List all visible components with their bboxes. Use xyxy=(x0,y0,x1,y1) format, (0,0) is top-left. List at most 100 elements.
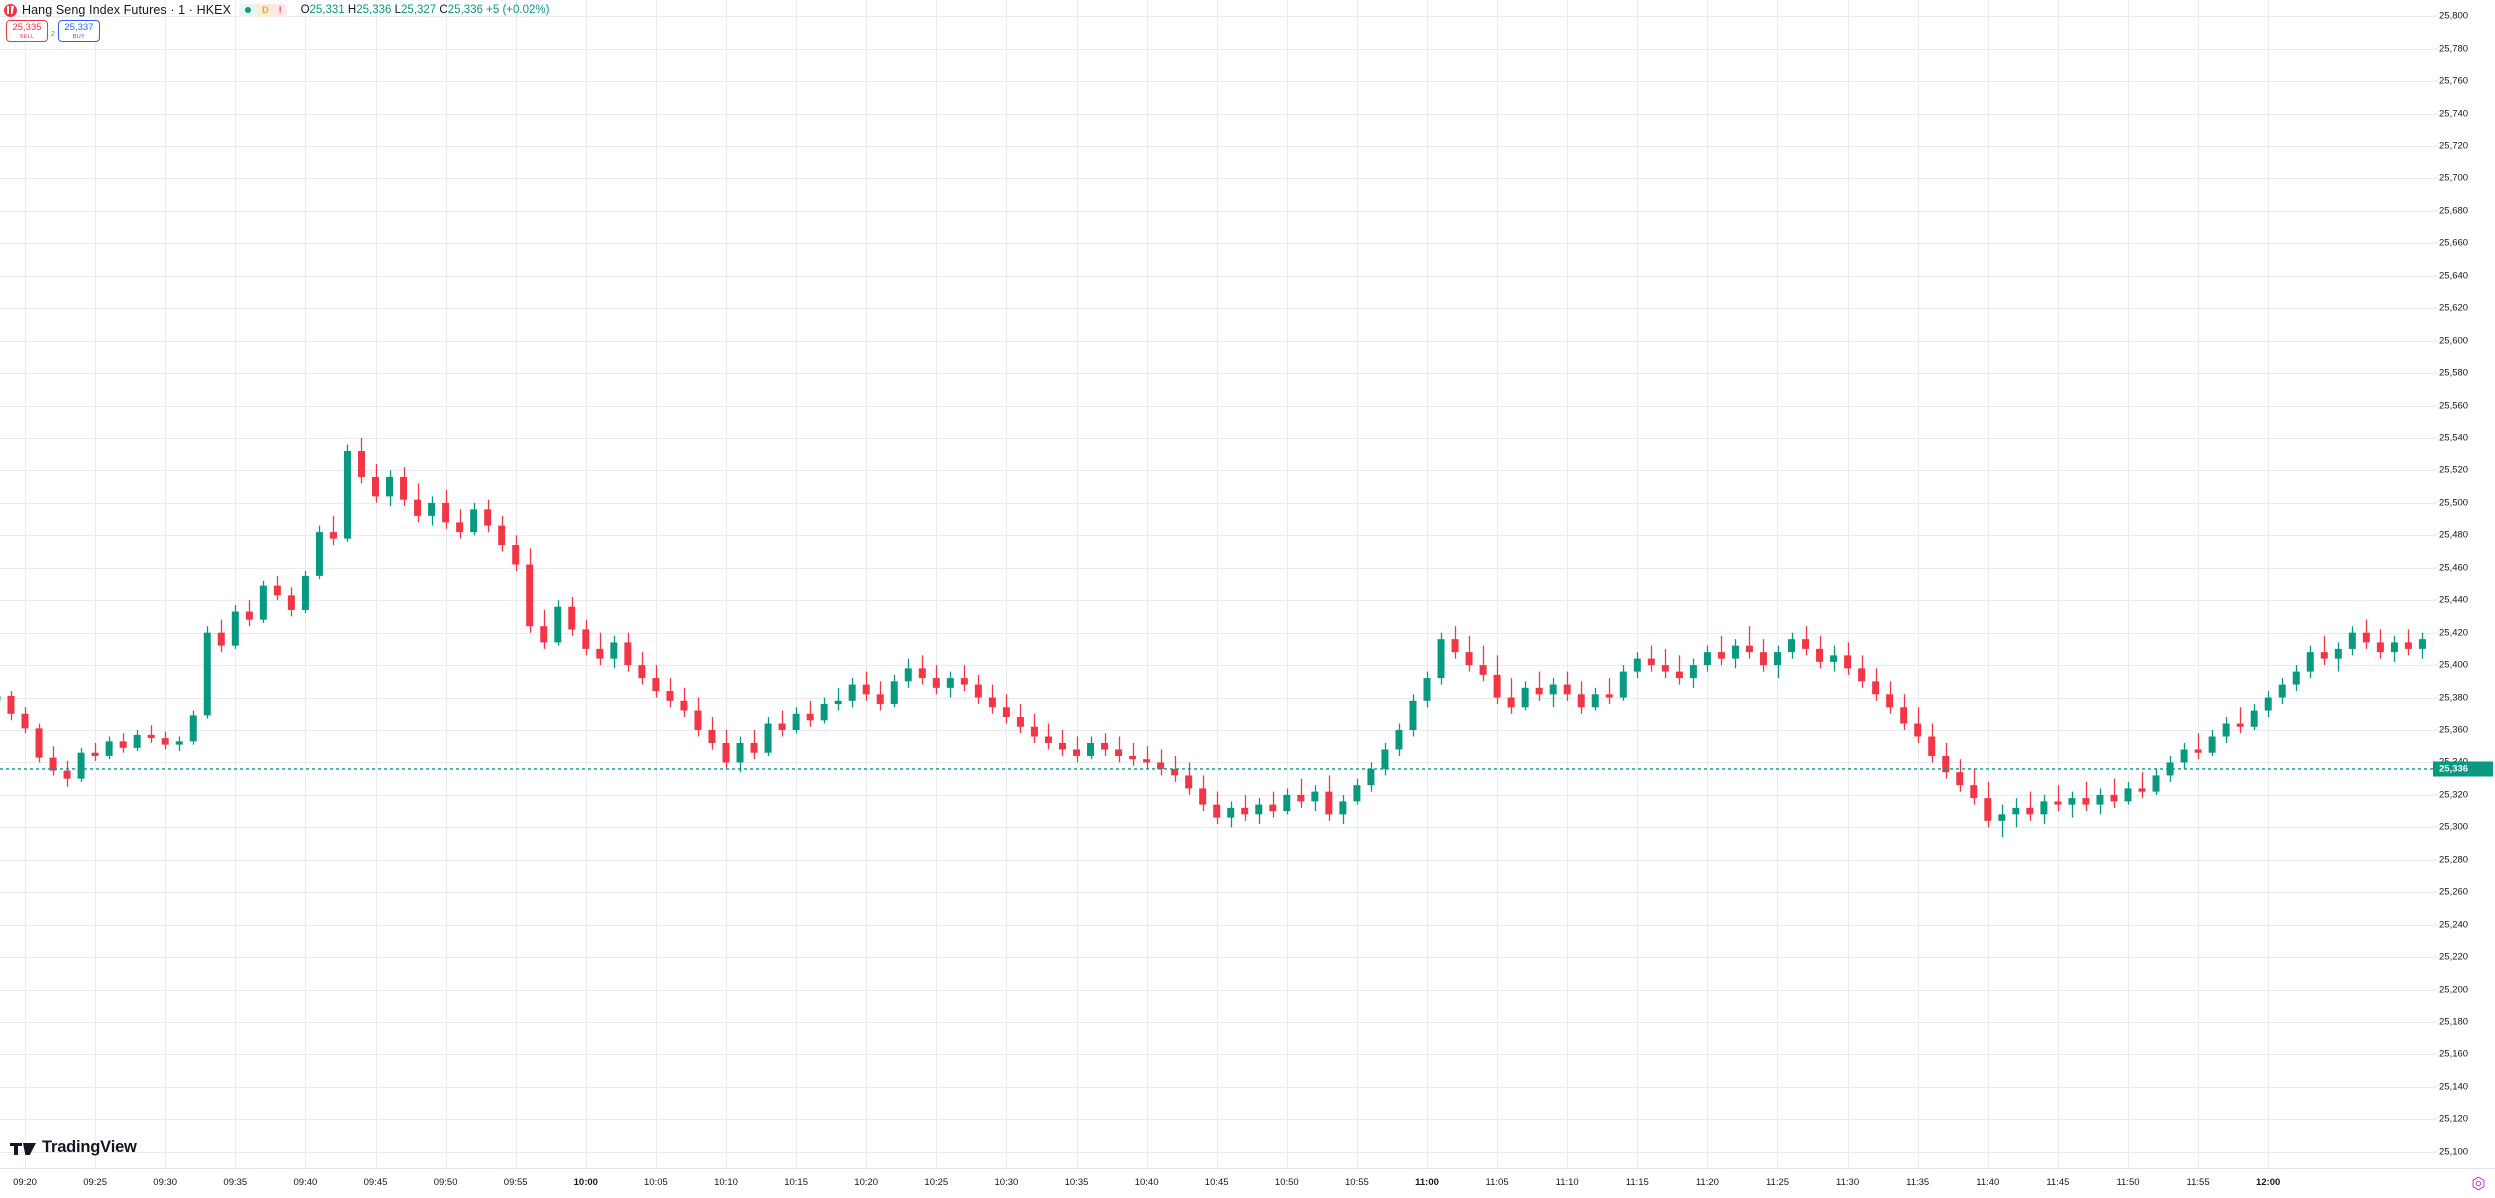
price-tick-mark xyxy=(2433,567,2438,568)
ohlc-close-label: C xyxy=(439,4,447,16)
price-tick-mark xyxy=(2433,1119,2438,1120)
chart-canvas[interactable] xyxy=(0,0,2433,1168)
price-tick-mark xyxy=(2433,113,2438,114)
sell-label: SELL xyxy=(20,35,35,41)
time-tick-label: 10:15 xyxy=(784,1177,808,1188)
tradingview-watermark: TradingView xyxy=(10,1138,137,1157)
time-tick-label: 10:45 xyxy=(1205,1177,1229,1188)
price-tick-label: 25,400 xyxy=(2439,660,2468,671)
time-tick-label: 10:10 xyxy=(714,1177,738,1188)
time-tick-label: 11:35 xyxy=(1906,1177,1929,1188)
price-tick-mark xyxy=(2433,697,2438,698)
price-tick-label: 25,300 xyxy=(2439,822,2468,833)
sell-button[interactable]: 25,335 SELL xyxy=(6,20,48,42)
price-tick-label: 25,320 xyxy=(2439,789,2468,800)
ohlc-high-value: 25,336 xyxy=(356,4,391,16)
price-tick-mark xyxy=(2433,373,2438,374)
chart-header: Hang Seng Index Futures · 1 · HKEX D ! O… xyxy=(0,0,2495,20)
price-tick-label: 25,720 xyxy=(2439,141,2468,152)
price-tick-mark xyxy=(2433,48,2438,49)
time-tick-label: 11:55 xyxy=(2187,1177,2210,1188)
time-tick-label: 09:45 xyxy=(364,1177,388,1188)
price-tick-label: 25,700 xyxy=(2439,173,2468,184)
trade-widget: 25,335 SELL 2 25,337 BUY xyxy=(6,20,100,42)
price-tick-label: 25,740 xyxy=(2439,108,2468,119)
time-tick-label: 10:35 xyxy=(1065,1177,1089,1188)
time-tick-label: 10:30 xyxy=(995,1177,1019,1188)
price-tick-mark xyxy=(2433,665,2438,666)
price-tick-label: 25,500 xyxy=(2439,497,2468,508)
time-tick-label: 11:50 xyxy=(2116,1177,2139,1188)
price-tick-mark xyxy=(2433,989,2438,990)
price-tick-label: 25,260 xyxy=(2439,887,2468,898)
price-tick-mark xyxy=(2433,1022,2438,1023)
ohlc-close-value: 25,336 xyxy=(448,4,483,16)
time-tick-label: 10:20 xyxy=(854,1177,878,1188)
time-tick-label: 12:00 xyxy=(2256,1177,2280,1188)
price-tick-label: 25,360 xyxy=(2439,725,2468,736)
chart-settings-icon[interactable] xyxy=(2470,1175,2487,1192)
current-price-badge[interactable]: 25,336 xyxy=(2433,761,2493,776)
ohlc-open-value: 25,331 xyxy=(310,4,345,16)
symbol-title[interactable]: Hang Seng Index Futures · 1 · HKEX xyxy=(22,3,231,17)
price-tick-mark xyxy=(2433,957,2438,958)
price-tick-mark xyxy=(2433,827,2438,828)
alert-badge[interactable]: ! xyxy=(274,4,287,17)
price-tick-label: 25,780 xyxy=(2439,43,2468,54)
buy-button[interactable]: 25,337 BUY xyxy=(58,20,100,42)
price-tick-mark xyxy=(2433,1054,2438,1055)
time-tick-label: 09:40 xyxy=(294,1177,318,1188)
price-tick-mark xyxy=(2433,438,2438,439)
price-tick-label: 25,760 xyxy=(2439,76,2468,87)
ohlc-high-label: H xyxy=(348,4,356,16)
price-tick-label: 25,480 xyxy=(2439,530,2468,541)
ohlc-open-label: O xyxy=(301,4,310,16)
time-tick-label: 09:55 xyxy=(504,1177,528,1188)
time-tick-label: 11:15 xyxy=(1626,1177,1649,1188)
price-tick-label: 25,620 xyxy=(2439,303,2468,314)
price-tick-mark xyxy=(2433,892,2438,893)
price-tick-label: 25,200 xyxy=(2439,984,2468,995)
buy-label: BUY xyxy=(73,35,85,41)
time-tick-label: 10:00 xyxy=(574,1177,598,1188)
price-tick-mark xyxy=(2433,1086,2438,1087)
price-tick-label: 25,680 xyxy=(2439,205,2468,216)
price-tick-mark xyxy=(2433,794,2438,795)
price-tick-label: 25,100 xyxy=(2439,1146,2468,1157)
price-tick-label: 25,560 xyxy=(2439,400,2468,411)
ohlc-low-value: 25,327 xyxy=(401,4,436,16)
price-tick-label: 25,640 xyxy=(2439,270,2468,281)
market-open-dot-icon[interactable] xyxy=(239,4,257,17)
price-tick-label: 25,180 xyxy=(2439,1017,2468,1028)
time-tick-label: 11:20 xyxy=(1696,1177,1719,1188)
price-tick-label: 25,380 xyxy=(2439,692,2468,703)
price-tick-label: 25,160 xyxy=(2439,1049,2468,1060)
price-tick-mark xyxy=(2433,859,2438,860)
time-tick-label: 09:20 xyxy=(13,1177,37,1188)
price-tick-mark xyxy=(2433,275,2438,276)
price-tick-label: 25,420 xyxy=(2439,627,2468,638)
candlestick-plot xyxy=(0,0,2433,1168)
price-tick-label: 25,580 xyxy=(2439,368,2468,379)
price-tick-label: 25,540 xyxy=(2439,433,2468,444)
price-tick-mark xyxy=(2433,502,2438,503)
price-tick-mark xyxy=(2433,210,2438,211)
ohlc-change-pct: (+0.02%) xyxy=(502,4,549,16)
ohlc-change: +5 xyxy=(486,4,499,16)
time-tick-label: 11:00 xyxy=(1415,1177,1439,1188)
price-tick-mark xyxy=(2433,405,2438,406)
price-tick-mark xyxy=(2433,308,2438,309)
session-badge[interactable]: D xyxy=(257,4,274,17)
price-tick-mark xyxy=(2433,470,2438,471)
price-tick-mark xyxy=(2433,600,2438,601)
tradingview-logo-icon xyxy=(10,1140,36,1155)
sell-price: 25,335 xyxy=(12,23,41,33)
price-tick-mark xyxy=(2433,632,2438,633)
time-tick-label: 10:05 xyxy=(644,1177,668,1188)
price-tick-mark xyxy=(2433,178,2438,179)
time-tick-label: 09:30 xyxy=(153,1177,177,1188)
price-tick-mark xyxy=(2433,730,2438,731)
time-tick-label: 09:25 xyxy=(83,1177,107,1188)
